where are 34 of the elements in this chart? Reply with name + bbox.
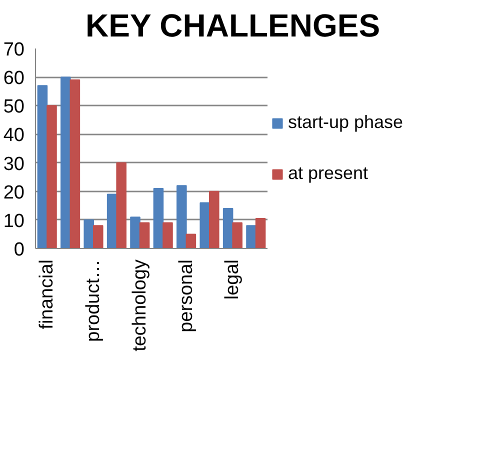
- bar: [46, 105, 57, 248]
- y-tick-label: 0: [14, 240, 25, 260]
- x-tick-label: technology: [129, 259, 150, 352]
- bar: [153, 188, 164, 248]
- y-tick-label: 20: [3, 182, 25, 204]
- bar: [60, 76, 71, 248]
- bar: [232, 222, 242, 248]
- bar: [246, 225, 256, 248]
- x-tick-label: financial: [36, 259, 58, 330]
- bar: [200, 202, 210, 248]
- bar: [70, 79, 80, 248]
- bar: [162, 222, 173, 248]
- bar: [116, 162, 126, 248]
- y-tick-label: 50: [3, 96, 25, 118]
- bar: [186, 234, 196, 248]
- x-tick-label: personal: [176, 259, 197, 332]
- x-tick-label: legal: [222, 259, 244, 300]
- y-tick-label: 70: [3, 40, 25, 60]
- bar: [255, 218, 266, 248]
- legend-label: at present: [288, 163, 368, 184]
- bar: [222, 208, 234, 248]
- legend-label: start-up phase: [288, 112, 404, 133]
- bar: [139, 222, 150, 248]
- bar: [130, 216, 140, 248]
- y-tick-label: 30: [3, 154, 25, 175]
- y-tick-label: 10: [3, 210, 25, 232]
- bar: [176, 185, 187, 248]
- bar: [209, 190, 220, 248]
- bar: [84, 219, 94, 248]
- y-tick-label: 60: [3, 68, 25, 90]
- chart-title: KEY CHALLENGES: [86, 8, 380, 44]
- x-tick-label: product…: [83, 260, 104, 342]
- y-tick-label: 40: [3, 125, 25, 146]
- bar: [93, 225, 104, 248]
